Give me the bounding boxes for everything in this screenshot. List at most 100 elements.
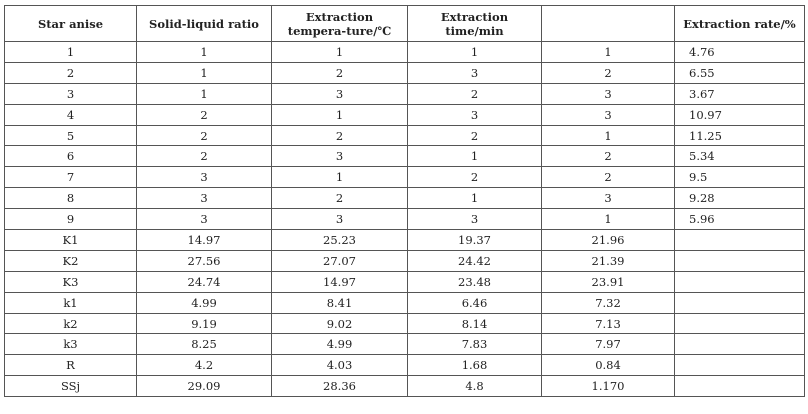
table-cell: 9.5: [674, 166, 805, 189]
table-cell: 6.46: [407, 291, 542, 314]
table-row: R 4.2 4.03 1.68 0.84: [4, 354, 805, 377]
table-cell: 1: [136, 61, 272, 84]
table-row: 6 2 3 1 2 5.34: [4, 145, 805, 168]
table-cell: 9.02: [271, 312, 408, 335]
table-cell: K2: [4, 249, 137, 272]
table-cell: K1: [4, 229, 137, 251]
table-cell: 23.48: [407, 270, 542, 293]
table-cell: 2: [407, 82, 542, 105]
table-cell: 29.09: [136, 375, 272, 398]
table-cell: 2: [271, 61, 408, 84]
table-cell: 2: [136, 124, 272, 147]
table-cell: [674, 354, 805, 377]
table-cell: 7.13: [541, 312, 675, 335]
table-cell: 25.23: [271, 229, 408, 251]
table-cell: k3: [4, 333, 137, 356]
table-cell: 4.99: [136, 291, 272, 314]
table-row: 5 2 2 2 1 11.25: [4, 124, 805, 147]
table-cell: 3: [271, 82, 408, 105]
table-cell: 3: [136, 208, 272, 231]
table-cell: 2: [541, 61, 675, 84]
table-cell: [674, 312, 805, 335]
table-cell: 4: [4, 103, 137, 126]
table-cell: 2: [271, 187, 408, 210]
table-cell: 3: [407, 61, 542, 84]
table-cell: 21.96: [541, 229, 675, 251]
table-cell: 2: [541, 145, 675, 168]
table-row: K1 14.97 25.23 19.37 21.96: [4, 229, 805, 251]
table-row: k2 9.19 9.02 8.14 7.13: [4, 312, 805, 335]
table-cell: 27.56: [136, 249, 272, 272]
table-cell: 5.34: [674, 145, 805, 168]
table-cell: 6: [4, 145, 137, 168]
table-cell: 4.76: [674, 41, 805, 63]
table-cell: 8.41: [271, 291, 408, 314]
header-row: Star anise Solid-liquid ratio Extraction t…: [4, 5, 805, 42]
table-cell: 21.39: [541, 249, 675, 272]
table-cell: 1: [407, 145, 542, 168]
table-cell: 7.97: [541, 333, 675, 356]
table-cell: 2: [541, 166, 675, 189]
table-cell: [674, 291, 805, 314]
table-row: 3 1 3 2 3 3.67: [4, 82, 805, 105]
table-cell: 5: [4, 124, 137, 147]
table-cell: 2: [4, 61, 137, 84]
table-cell: 1: [136, 82, 272, 105]
table-cell: 3: [271, 208, 408, 231]
table-cell: 7: [4, 166, 137, 189]
table-cell: 4.2: [136, 354, 272, 377]
table-row: 7 3 1 2 2 9.5: [4, 166, 805, 189]
table-cell: 9.28: [674, 187, 805, 210]
table-cell: [674, 229, 805, 251]
table-cell: [674, 333, 805, 356]
table-cell: 27.07: [271, 249, 408, 272]
table-cell: 0.84: [541, 354, 675, 377]
table-cell: 24.74: [136, 270, 272, 293]
table-row: K2 27.56 27.07 24.42 21.39: [4, 249, 805, 272]
table-cell: 3: [4, 82, 137, 105]
table-row: 1 1 1 1 1 4.76: [4, 41, 805, 63]
table-row: 2 1 2 3 2 6.55: [4, 61, 805, 84]
table-cell: k1: [4, 291, 137, 314]
table-row: K3 24.74 14.97 23.48 23.91: [4, 270, 805, 293]
table-cell: 4.03: [271, 354, 408, 377]
table-cell: 28.36: [271, 375, 408, 398]
table-cell: 8.14: [407, 312, 542, 335]
table-cell: 2: [136, 103, 272, 126]
table-cell: 1: [541, 41, 675, 63]
table-cell: 1: [541, 124, 675, 147]
table-cell: 14.97: [271, 270, 408, 293]
table-cell: 3: [271, 145, 408, 168]
table-cell: [674, 375, 805, 398]
table-cell: K3: [4, 270, 137, 293]
table-cell: R: [4, 354, 137, 377]
table-cell: k2: [4, 312, 137, 335]
table-cell: 3: [541, 103, 675, 126]
table-cell: 2: [271, 124, 408, 147]
table-cell: 3: [136, 166, 272, 189]
column-header: Star anise: [4, 5, 137, 42]
table-cell: 8.25: [136, 333, 272, 356]
table-cell: 7.83: [407, 333, 542, 356]
table-row: 4 2 1 3 3 10.97: [4, 103, 805, 126]
table-cell: 2: [407, 124, 542, 147]
table-cell: 6.55: [674, 61, 805, 84]
table-cell: 24.42: [407, 249, 542, 272]
table-cell: 1: [136, 41, 272, 63]
table-cell: 1: [271, 103, 408, 126]
table-cell: 9: [4, 208, 137, 231]
table-cell: 11.25: [674, 124, 805, 147]
column-header: Extraction time/min: [407, 5, 542, 42]
table-cell: 1: [271, 41, 408, 63]
table-cell: 4.8: [407, 375, 542, 398]
column-header: [541, 5, 675, 42]
table-cell: 14.97: [136, 229, 272, 251]
table-cell: 2: [407, 166, 542, 189]
table-body: 1 1 1 1 1 4.76 2 1 2 3 2 6.55 3 1 3 2 3 3.67 4 2 1 3 3 10.97 5 2 2…: [4, 41, 805, 398]
orthogonal-experiment-table: Star anise Solid-liquid ratio Extraction t…: [4, 5, 805, 398]
column-header: Extraction tempera-ture/℃: [271, 5, 408, 42]
table-cell: 23.91: [541, 270, 675, 293]
table-cell: 3: [541, 187, 675, 210]
table-cell: 3: [407, 208, 542, 231]
table-cell: 10.97: [674, 103, 805, 126]
